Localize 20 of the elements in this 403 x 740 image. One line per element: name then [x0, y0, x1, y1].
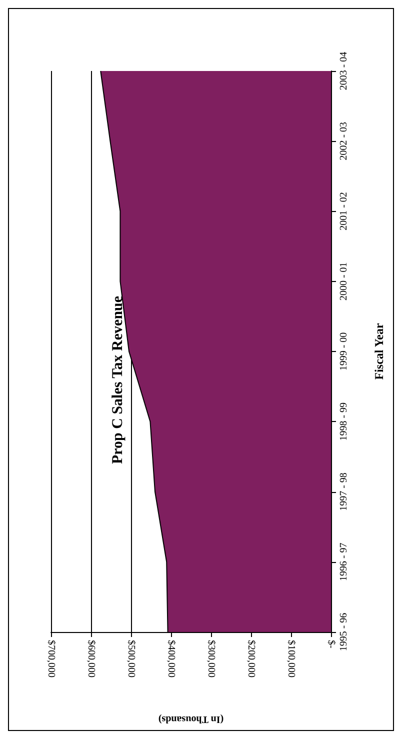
y-tick-label: 2002 - 03 [338, 122, 350, 160]
x-tick-label: $500,000 [126, 640, 136, 678]
y-tick-label: 1999 - 00 [338, 332, 350, 371]
x-tick-label: $600,000 [86, 640, 96, 678]
x-tick-label: $200,000 [246, 640, 256, 678]
y-tick-label: 1996 - 97 [338, 542, 350, 582]
text: Prop C Sales Tax Revenue [110, 296, 126, 464]
y-tick-label: 1997 - 98 [338, 472, 350, 511]
y-tick-label: 2003 - 04 [338, 52, 350, 90]
x-axis-title: (In Thousands) [158, 714, 224, 724]
x-tick-label: $100,000 [286, 640, 296, 678]
x-tick-label: $300,000 [206, 640, 216, 678]
y-tick-label: 1995 - 96 [338, 612, 350, 652]
x-tick-label: $- [326, 640, 336, 648]
y-tick-label: 2000 - 01 [338, 262, 350, 301]
y-axis-title: Fiscal Year [372, 322, 386, 380]
y-tick-label: 2001 - 02 [338, 192, 350, 230]
x-tick-label: $700,000 [46, 640, 56, 678]
x-tick-label: $400,000 [166, 640, 176, 678]
y-tick-label: 1998 - 99 [338, 402, 350, 441]
